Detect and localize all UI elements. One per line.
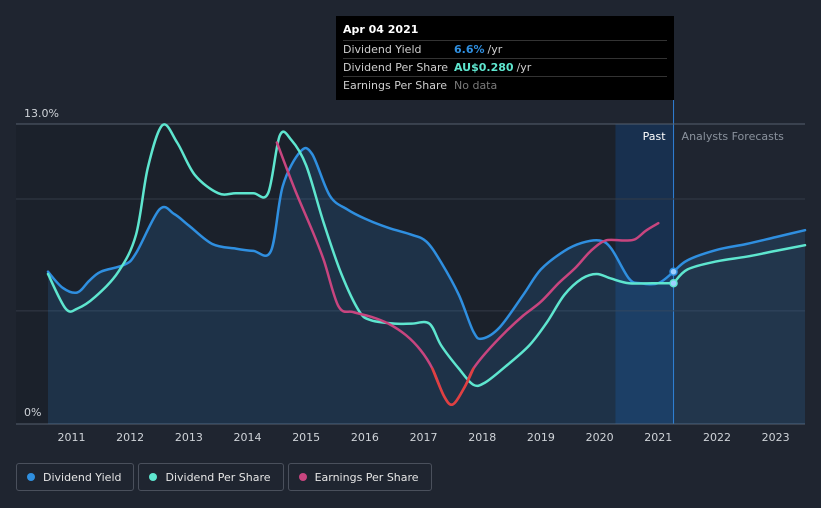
hover-point-marker bbox=[669, 278, 678, 288]
tooltip-label: Dividend Per Share bbox=[343, 61, 449, 74]
forecast-line-dividend-per-share bbox=[672, 243, 807, 285]
legend-item-dividend-per-share[interactable]: Dividend Per Share bbox=[138, 463, 284, 491]
tooltip-unit: /yr bbox=[487, 43, 503, 56]
tooltip-row-dividend-per-share: Dividend Per Share AU$0.280 /yr bbox=[343, 58, 667, 76]
tooltip-row-earnings-per-share: Earnings Per Share No data bbox=[343, 76, 667, 94]
forecast-line-dividend-yield bbox=[672, 228, 807, 273]
hover-tooltip: Apr 04 2021 Dividend Yield 6.6% /yr Divi… bbox=[336, 16, 674, 100]
x-tick-label: 2019 bbox=[527, 431, 555, 444]
tooltip-label: Dividend Yield bbox=[343, 43, 422, 56]
legend-item-earnings-per-share[interactable]: Earnings Per Share bbox=[287, 463, 432, 491]
x-tick-label: 2013 bbox=[175, 431, 203, 444]
x-tick-label: 2017 bbox=[410, 431, 438, 444]
y-tick-label: 13.0% bbox=[24, 107, 59, 120]
dividend-yield-area bbox=[48, 148, 805, 425]
x-tick-label: 2023 bbox=[762, 431, 790, 444]
tooltip-value: AU$0.280 bbox=[454, 61, 514, 74]
x-tick-label: 2016 bbox=[351, 431, 379, 444]
x-tick-label: 2018 bbox=[468, 431, 496, 444]
legend-dot-icon bbox=[27, 473, 35, 481]
tooltip-label: Earnings Per Share bbox=[343, 79, 448, 92]
forecast-label: Analysts Forecasts bbox=[682, 130, 785, 143]
legend-item-dividend-yield[interactable]: Dividend Yield bbox=[16, 463, 135, 491]
x-tick-label: 2011 bbox=[57, 431, 85, 444]
tooltip-row-dividend-yield: Dividend Yield 6.6% /yr bbox=[343, 40, 667, 58]
x-tick-label: 2020 bbox=[586, 431, 614, 444]
series-line-eps-decline bbox=[431, 367, 475, 406]
chart-legend: Dividend Yield Dividend Per Share Earnin… bbox=[16, 463, 432, 491]
tooltip-value: 6.6% bbox=[454, 43, 485, 56]
legend-label: Dividend Per Share bbox=[165, 470, 271, 484]
series-line-dividend-yield bbox=[46, 146, 675, 341]
x-tick-label: 2022 bbox=[703, 431, 731, 444]
tooltip-no-data: No data bbox=[454, 79, 498, 92]
y-tick-label: 0% bbox=[24, 406, 41, 419]
past-label: Past bbox=[643, 130, 667, 143]
tooltip-unit: /yr bbox=[516, 61, 532, 74]
series-line-dividend-per-share bbox=[46, 123, 675, 388]
legend-dot-icon bbox=[298, 473, 307, 481]
legend-dot-icon bbox=[149, 473, 158, 481]
legend-label: Dividend Yield bbox=[43, 470, 122, 484]
x-tick-label: 2021 bbox=[644, 431, 672, 444]
x-tick-label: 2012 bbox=[116, 431, 144, 444]
x-tick-label: 2014 bbox=[234, 431, 262, 444]
hover-point-marker bbox=[669, 267, 678, 276]
tooltip-date: Apr 04 2021 bbox=[343, 23, 419, 36]
legend-label: Earnings Per Share bbox=[314, 470, 419, 484]
past-background bbox=[16, 124, 674, 424]
x-tick-label: 2015 bbox=[292, 431, 320, 444]
